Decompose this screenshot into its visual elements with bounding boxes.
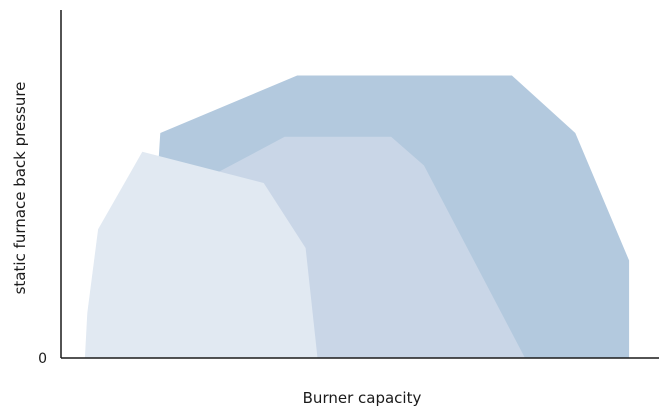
x-axis-title: Burner capacity — [303, 389, 422, 407]
chart-areas — [84, 75, 630, 358]
y-axis-title: static furnace back pressure — [11, 82, 29, 295]
y-tick-label: 0 — [38, 351, 47, 367]
area-series-3 — [84, 151, 318, 358]
